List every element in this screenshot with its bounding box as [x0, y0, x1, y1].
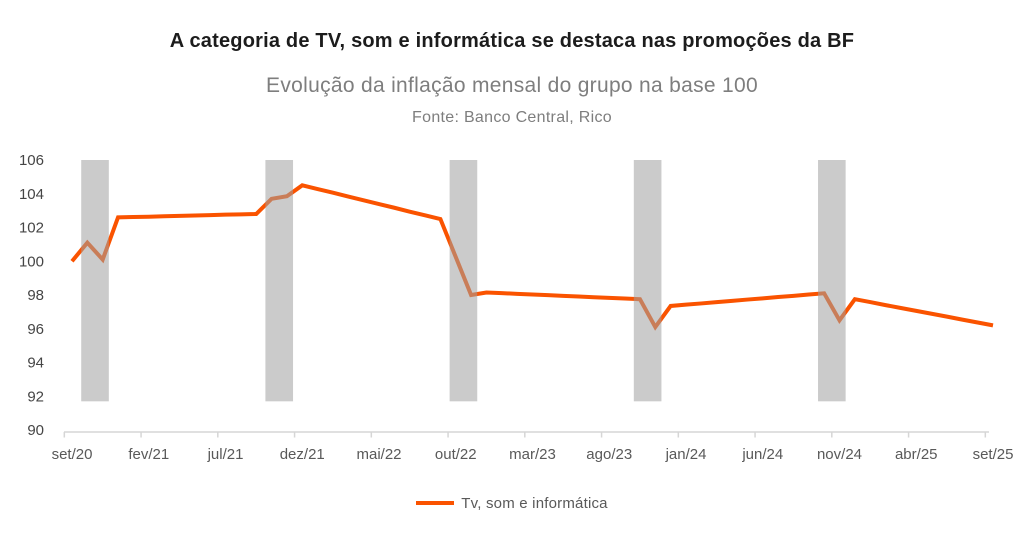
- y-axis-label: 92: [27, 388, 44, 405]
- x-axis-label: set/25: [973, 446, 1014, 463]
- y-axis-label: 96: [27, 321, 44, 338]
- y-axis-label: 98: [27, 287, 44, 304]
- highlight-band: [265, 160, 294, 402]
- x-axis-label: fev/21: [128, 446, 169, 463]
- y-axis-label: 100: [19, 253, 44, 270]
- y-axis-label: 102: [19, 220, 44, 237]
- highlight-band: [818, 160, 846, 402]
- x-axis-label: jun/24: [741, 446, 783, 463]
- x-axis-label: dez/21: [280, 446, 325, 463]
- chart-subtitle: Evolução da inflação mensal do grupo na …: [266, 74, 758, 97]
- x-axis-label: ago/23: [586, 446, 632, 463]
- x-axis-label: jan/24: [665, 446, 707, 463]
- chart-source-note: Fonte: Banco Central, Rico: [412, 109, 612, 126]
- chart-title: A categoria de TV, som e informática se …: [169, 30, 855, 52]
- x-axis-label: nov/24: [817, 446, 862, 463]
- y-axis-label: 90: [27, 422, 44, 439]
- x-axis-label: out/22: [435, 446, 477, 463]
- y-axis-label: 94: [27, 355, 44, 372]
- highlight-band: [81, 160, 109, 402]
- highlight-band: [633, 160, 662, 402]
- legend-series-label: Tv, som e informática: [461, 494, 608, 512]
- highlight-band: [449, 160, 478, 402]
- series-line-0: [70, 183, 994, 331]
- x-axis-label: mai/22: [356, 446, 401, 463]
- x-axis-label: abr/25: [895, 446, 938, 463]
- y-axis-label: 104: [19, 186, 44, 203]
- x-axis-label: mar/23: [509, 446, 556, 463]
- legend-line-swatch: [416, 501, 455, 505]
- y-axis-label: 106: [19, 152, 44, 169]
- x-axis-label: set/20: [52, 446, 93, 463]
- chart-legend: Tv, som e informática: [0, 492, 1024, 514]
- x-axis-label: jul/21: [207, 446, 244, 463]
